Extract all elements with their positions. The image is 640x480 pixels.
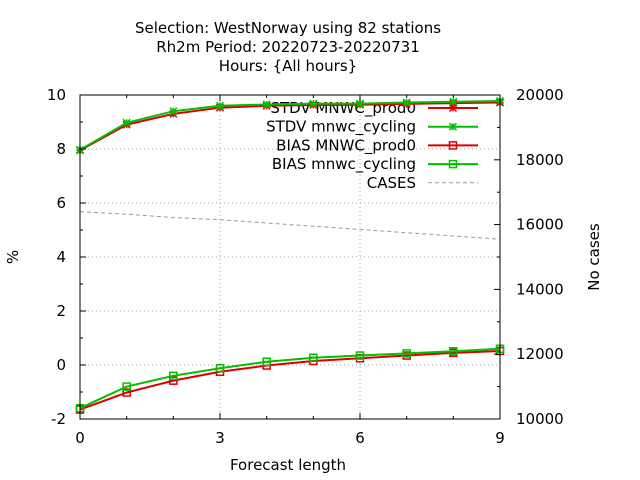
data-point [402, 349, 411, 358]
x-tick-label: 3 [215, 429, 225, 447]
series-line [79, 347, 501, 410]
data-point [262, 357, 271, 367]
data-point [215, 363, 225, 373]
legend-label: BIAS mnwc_cycling [272, 155, 416, 174]
series-3 [75, 344, 505, 413]
y-tick-label: 2 [56, 302, 66, 320]
series-line [79, 99, 501, 151]
data-point [449, 97, 458, 106]
y-tick-label: 6 [56, 194, 66, 212]
y-axis-label: % [4, 250, 22, 264]
data-point [355, 351, 365, 360]
y2-axis-ticks: 10000 12000 14000 16000 18000 20000 [494, 86, 564, 428]
series-layer [75, 96, 505, 414]
x-axis-ticks: 0 3 6 9 [75, 95, 505, 447]
x-tick-label: 6 [355, 429, 365, 447]
data-point [122, 388, 131, 397]
series-line [79, 349, 501, 411]
data-point [262, 100, 271, 109]
data-point [169, 371, 178, 381]
x-tick-label: 0 [75, 429, 85, 447]
series-4 [79, 211, 501, 240]
y2-tick-label: 10000 [516, 410, 564, 428]
title-line-1: Selection: WestNorway using 82 stations [135, 19, 441, 37]
y2-axis-label: No cases [585, 223, 603, 291]
legend-label: BIAS MNWC_prod0 [276, 136, 416, 155]
y2-tick-label: 14000 [516, 280, 564, 298]
data-point [122, 382, 131, 391]
y2-tick-label: 18000 [516, 151, 564, 169]
y2-tick-label: 16000 [516, 216, 564, 234]
series-line [79, 101, 501, 152]
data-point [309, 353, 318, 362]
data-point [449, 346, 458, 356]
legend-label: CASES [367, 174, 416, 192]
legend-label: STDV mnwc_cycling [266, 118, 416, 137]
y-tick-label: -2 [51, 410, 66, 428]
data-point [215, 101, 225, 110]
series-1 [75, 96, 505, 154]
data-point [448, 122, 458, 131]
data-point [448, 159, 458, 169]
y-axis-ticks: -2 0 2 4 6 8 10 [47, 86, 86, 428]
y2-tick-label: 20000 [516, 86, 564, 104]
y-tick-label: 4 [56, 248, 66, 266]
chart-title: Selection: WestNorway using 82 stations … [135, 19, 441, 75]
data-point [122, 118, 131, 127]
y-tick-label: 8 [56, 140, 66, 158]
data-point [309, 99, 318, 108]
data-point [169, 376, 178, 385]
data-point [402, 98, 411, 107]
y-tick-label: 10 [47, 86, 66, 104]
data-point [355, 99, 365, 108]
data-point [448, 141, 458, 150]
title-line-3: Hours: {All hours} [219, 57, 357, 75]
x-axis-label: Forecast length [230, 456, 346, 474]
data-point [169, 107, 178, 116]
x-tick-label: 9 [495, 429, 505, 447]
cases-layer [79, 211, 501, 240]
title-line-2: Rh2m Period: 20220723-20220731 [156, 38, 420, 56]
y-tick-label: 0 [56, 356, 66, 374]
series-line [79, 211, 501, 240]
series-2 [75, 346, 505, 414]
y2-tick-label: 12000 [516, 345, 564, 363]
